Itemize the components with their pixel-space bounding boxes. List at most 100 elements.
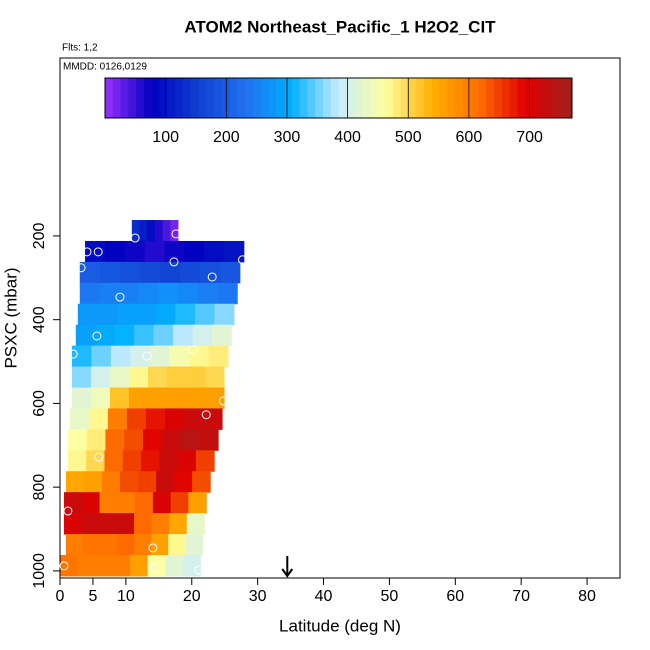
colorbar-swatch <box>431 78 441 118</box>
colorbar-swatch <box>486 78 495 118</box>
flight-point <box>207 272 217 282</box>
colorbar-swatch <box>136 78 145 118</box>
heatmap-cell <box>75 324 96 347</box>
heatmap-cell <box>100 534 118 556</box>
colorbar-swatch <box>369 78 378 118</box>
heatmap-cell <box>197 282 219 305</box>
heatmap-cell <box>104 450 124 472</box>
colorbar-swatch <box>128 78 137 118</box>
y-tick-label: 400 <box>31 306 48 333</box>
flight-point <box>63 506 73 516</box>
heatmap-cell <box>205 366 225 389</box>
heatmap-cell <box>128 366 149 389</box>
heatmap-cell <box>99 492 118 514</box>
x-tick-label: 50 <box>381 588 399 605</box>
heatmap-cell <box>130 345 151 368</box>
heatmap-cell <box>188 492 207 514</box>
x-tick-label: 40 <box>315 588 333 605</box>
heatmap-cell <box>178 282 199 305</box>
colorbar-swatch <box>252 78 262 118</box>
heatmap-cell <box>126 408 147 430</box>
x-tick-label: 5 <box>88 588 97 605</box>
heatmap-cell <box>97 303 118 326</box>
heatmap-cell <box>117 492 136 514</box>
heatmap-cell <box>71 345 92 368</box>
colorbar-swatch <box>439 78 448 118</box>
heatmap-cell <box>109 387 130 409</box>
heatmap-cell <box>180 429 200 451</box>
heatmap-cell <box>130 554 149 577</box>
heatmap-cell <box>195 450 215 472</box>
colorbar-swatch <box>206 78 215 118</box>
heatmap-cell <box>155 303 176 326</box>
heatmap-cell <box>95 324 116 347</box>
heatmap-cell <box>165 554 184 577</box>
heatmap-cell <box>90 366 111 389</box>
heatmap-cell <box>99 282 120 305</box>
flight-point <box>201 410 211 420</box>
heatmap-cell <box>162 220 171 242</box>
flight-point <box>59 561 69 571</box>
heatmap-cell <box>136 303 157 326</box>
heatmap-cell <box>208 345 229 368</box>
heatmap-cell <box>88 408 109 430</box>
heatmap-cell <box>138 282 159 305</box>
y-tick-label: 200 <box>31 222 48 249</box>
colorbar-swatch <box>299 78 308 118</box>
heatmap-cell <box>159 450 179 472</box>
colorbar-swatch <box>354 78 363 118</box>
heatmap-cell <box>77 554 96 577</box>
colorbar-swatch <box>548 78 557 118</box>
arrow-head <box>281 568 294 578</box>
colorbar-swatch <box>416 78 425 118</box>
colorbar-swatch <box>315 78 324 118</box>
colorbar-swatch <box>385 78 394 118</box>
heatmap-cell <box>116 303 137 326</box>
heatmap-cell <box>135 492 154 514</box>
heatmap-cell <box>86 429 106 451</box>
heatmap-cell <box>217 282 238 305</box>
heatmap-cell <box>151 513 170 535</box>
colorbar-swatch <box>143 78 153 118</box>
colorbar-tick-label: 700 <box>516 129 543 146</box>
colorbar-swatch <box>494 78 503 118</box>
heatmap-cell <box>145 408 166 430</box>
colorbar-swatch <box>556 78 565 118</box>
x-tick-label: 10 <box>117 588 135 605</box>
heatmap-cell <box>124 429 144 451</box>
heatmap-cell <box>117 534 135 556</box>
colorbar-swatch <box>330 78 339 118</box>
heatmap-cell <box>214 303 235 326</box>
colorbar-swatch <box>198 78 207 118</box>
heatmap-cell <box>174 471 193 493</box>
colorbar-swatch <box>175 78 184 118</box>
heatmap-cell <box>131 220 140 242</box>
heatmap-cell <box>177 450 197 472</box>
heatmap-cell <box>151 534 169 556</box>
heatmap-cell <box>172 324 193 347</box>
colorbar-swatch <box>447 78 456 118</box>
y-tick-label: 1000 <box>31 553 48 589</box>
heatmap-cell <box>182 554 201 577</box>
heatmap-cell <box>164 240 185 263</box>
x-tick-label: 0 <box>56 588 65 605</box>
heatmap-cell <box>99 513 118 535</box>
heatmap-cell <box>134 324 155 347</box>
colorbar-frame <box>104 77 573 119</box>
flight-point <box>148 543 158 553</box>
heatmap-cell <box>179 261 201 284</box>
x-tick-label: 60 <box>446 588 464 605</box>
heatmap-cell <box>65 534 84 556</box>
heatmap-cell <box>204 240 225 263</box>
heatmap-cell <box>168 534 186 556</box>
heatmap-cell <box>71 387 92 409</box>
heatmap-cell <box>153 324 174 347</box>
heatmap-cell <box>139 220 148 242</box>
heatmap-cell <box>63 492 83 514</box>
heatmap-cell <box>95 554 114 577</box>
x-tick-label: 20 <box>183 588 201 605</box>
flight-point <box>169 257 179 267</box>
colorbar-tick-label: 100 <box>152 129 179 146</box>
heatmap-cell <box>122 450 142 472</box>
colorbar-swatch <box>284 78 293 118</box>
